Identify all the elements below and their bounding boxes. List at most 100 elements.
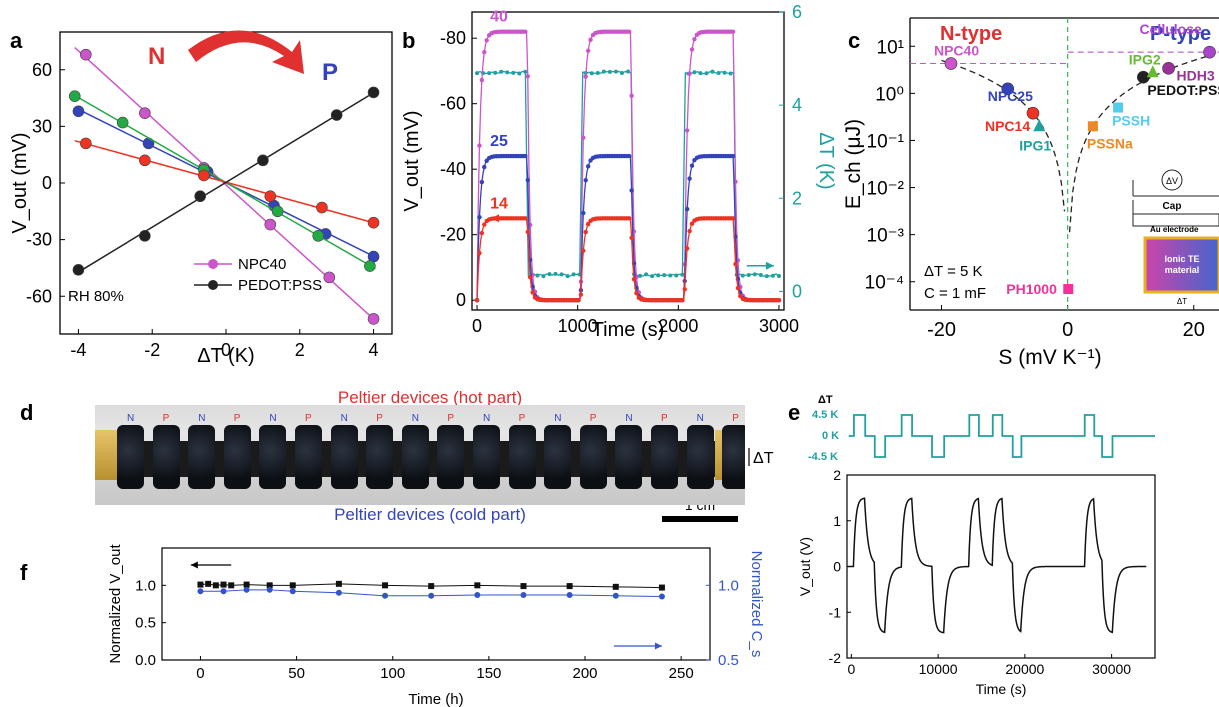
y-tick-label: -80	[440, 28, 466, 48]
np-label: N	[127, 413, 134, 424]
y-axis-label: E_ch (μJ)	[842, 119, 865, 209]
cold-part-label: Peltier devices (cold part)	[334, 505, 526, 524]
vout-point	[520, 583, 526, 589]
cs-point	[382, 593, 388, 599]
condition-dt: ΔT = 5 K	[924, 263, 983, 280]
series-label: 25	[490, 133, 508, 150]
dt-point	[723, 71, 727, 75]
vout-point	[290, 582, 296, 588]
curved-arrow-icon	[188, 30, 304, 74]
data-point	[117, 117, 128, 128]
n-label: N	[148, 43, 165, 70]
plot-frame	[162, 548, 710, 660]
data-point	[368, 87, 379, 98]
x-tick-label: 3000	[759, 316, 799, 336]
dt-point	[765, 274, 769, 278]
te-leg	[259, 425, 286, 489]
dt-header: ΔT	[818, 394, 833, 406]
point-marker	[945, 58, 957, 70]
vout-point	[687, 229, 691, 233]
vout-point	[680, 298, 684, 302]
dt-point	[590, 71, 594, 75]
x-tick-label: 200	[573, 665, 598, 682]
dt-point	[511, 71, 515, 75]
y-tick-label: -60	[440, 94, 466, 114]
vout-point	[523, 216, 527, 220]
vout-trace	[848, 498, 1146, 632]
vout-point	[692, 37, 696, 41]
vout-point	[480, 231, 484, 235]
panel-a-chart: -4 -2 0 2 460300-30-60ΔT (K)V_out (mV)NPRH 8…	[9, 30, 392, 367]
dt-point	[741, 274, 745, 278]
vout-point	[244, 582, 250, 588]
x-tick-label: 10000	[919, 661, 958, 677]
panel-label-f: f	[20, 560, 28, 585]
te-leg	[153, 425, 180, 489]
vout-point	[627, 29, 631, 33]
vout-point	[477, 251, 481, 255]
dt-point	[602, 70, 606, 74]
vout-point	[581, 248, 585, 252]
y2-tick-label: 0	[792, 281, 802, 301]
data-point	[265, 219, 276, 230]
left-arrow-head	[491, 214, 499, 222]
x-tick-label: 30000	[1092, 661, 1131, 677]
cs-point	[197, 588, 203, 594]
dt-point	[541, 274, 545, 278]
data-point	[324, 272, 335, 283]
y-tick-label: 0	[833, 559, 841, 575]
point-marker	[1163, 62, 1175, 74]
x-axis-label: S (mV K⁻¹)	[998, 346, 1101, 369]
vout-trace	[477, 218, 779, 300]
dt-point	[560, 272, 564, 276]
data-point	[195, 191, 206, 202]
dt-point	[777, 274, 781, 278]
x-tick-label: 0	[472, 316, 482, 336]
y2-tick-label: 4	[792, 95, 802, 115]
panel-label-d: d	[20, 400, 33, 425]
y-tick-label: 0	[456, 290, 466, 310]
dt-point	[729, 72, 733, 76]
vout-point	[482, 50, 486, 54]
te-leg	[437, 425, 464, 489]
x-tick-label: 100	[380, 665, 405, 682]
vout-point	[482, 165, 486, 169]
vout-point	[629, 188, 633, 192]
vout-point	[579, 292, 583, 296]
dt-square-wave	[849, 415, 1155, 457]
x-tick-label: 2	[295, 340, 305, 360]
vout-point	[586, 164, 590, 168]
vout-point	[627, 154, 631, 158]
dt-point	[547, 272, 551, 276]
y2-tick-label: 2	[792, 188, 802, 208]
vout-point	[475, 298, 479, 302]
te-leg	[295, 425, 322, 489]
legend-label: PEDOT:PSS	[238, 277, 322, 294]
dt-level-high: 4.5 K	[812, 409, 838, 421]
x-tick-label: 50	[288, 665, 305, 682]
inset-meter-label: ΔV	[1166, 176, 1178, 186]
data-point	[368, 217, 379, 228]
point-marker	[1088, 121, 1098, 131]
dt-point	[638, 274, 642, 278]
dt-point	[493, 71, 497, 75]
dt-point	[717, 71, 721, 75]
dt-point	[668, 273, 672, 277]
dt-point	[753, 272, 757, 276]
dt-point	[572, 272, 576, 276]
np-label: N	[625, 413, 632, 424]
photo-dt-label: ΔT	[753, 450, 774, 467]
te-leg	[651, 425, 678, 489]
point-label: IPG1	[1019, 137, 1051, 153]
te-leg	[544, 425, 571, 489]
data-point	[272, 206, 283, 217]
vout-point	[634, 291, 638, 295]
y-tick-label: 0.5	[135, 615, 156, 632]
point-label: PSSNa	[1087, 135, 1133, 151]
dt-point	[517, 72, 521, 76]
cs-point	[428, 593, 434, 599]
dt-point	[692, 70, 696, 74]
np-label: N	[341, 413, 348, 424]
x-axis-label: Time (s)	[976, 681, 1027, 697]
